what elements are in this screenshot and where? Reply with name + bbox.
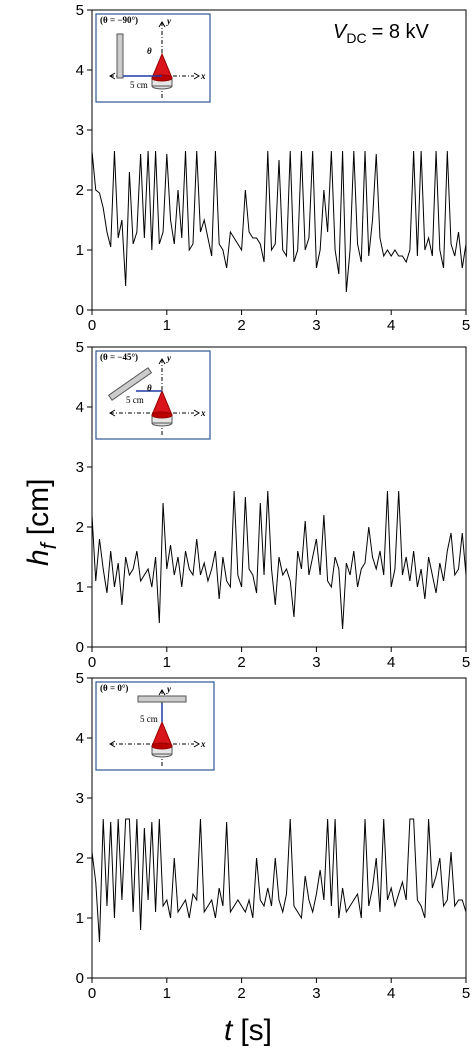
x-tick-label: 2 [237, 654, 245, 671]
x-tick-label: 5 [462, 317, 470, 334]
y-tick-label: 0 [76, 302, 84, 319]
y-tick-label: 5 [76, 670, 84, 687]
x-tick-label: 5 [462, 654, 470, 671]
y-tick-label: 0 [76, 970, 84, 987]
inset-cone-base [151, 411, 173, 419]
y-tick-label: 3 [76, 459, 84, 476]
x-tick-label: 5 [462, 985, 470, 1002]
inset-angle: θ [147, 383, 152, 393]
x-tick-label: 4 [387, 654, 395, 671]
x-tick-label: 4 [387, 317, 395, 334]
y-tick-label: 4 [76, 399, 84, 416]
plot-frame [91, 677, 467, 979]
y-tick-label: 4 [76, 730, 84, 747]
plot-frame [91, 9, 467, 311]
annotation-symbol: V [333, 21, 348, 43]
y-tick-label: 2 [76, 850, 84, 867]
y-tick-label: 2 [76, 519, 84, 536]
x-tick-label: 0 [88, 654, 96, 671]
annotation-subscript: DC [346, 30, 366, 46]
inset-title: (θ = 0°) [100, 683, 128, 693]
annotation-text: = 8 kV [372, 21, 430, 43]
inset-y-label: y [166, 16, 172, 26]
x-label-unit: [s] [240, 1014, 272, 1047]
y-tick-label: 4 [76, 62, 84, 79]
inset-arrow [109, 409, 200, 417]
inset-plate [107, 367, 153, 401]
data-line [91, 490, 467, 630]
inset-distance-label: 5 cm [130, 80, 148, 90]
y-tick-label: 1 [76, 242, 84, 259]
x-tick-label: 3 [312, 317, 320, 334]
x-tick-label: 1 [163, 985, 171, 1002]
y-tick-label: 3 [76, 790, 84, 807]
inset-angle: θ [147, 46, 152, 56]
inset-x-label: x [200, 71, 206, 81]
inset-arrow [109, 72, 200, 80]
data-line [91, 150, 467, 293]
inset-arrow [158, 21, 166, 28]
inset-y-label: y [166, 353, 172, 363]
x-tick-label: 0 [88, 985, 96, 1002]
inset-x-label: x [200, 739, 206, 749]
x-label-symbol: t [224, 1014, 234, 1047]
y-tick-label: 2 [76, 182, 84, 199]
inset-distance-label: 5 cm [140, 714, 158, 724]
inset-plate [137, 695, 187, 703]
inset-cone-base [151, 742, 173, 750]
inset-title: (θ = −90°) [100, 15, 138, 25]
y-tick-label: 0 [76, 639, 84, 656]
inset-y-label: y [166, 684, 172, 694]
inset-title: (θ = −45°) [100, 352, 138, 362]
x-axis-label: t [s] [224, 1014, 272, 1047]
annotation: VDC = 8 kV [333, 21, 429, 46]
y-tick-label: 3 [76, 122, 84, 139]
plot-frame [91, 346, 467, 648]
x-tick-label: 3 [312, 985, 320, 1002]
x-tick-label: 2 [237, 985, 245, 1002]
inset-x-label: x [200, 408, 206, 418]
x-tick-label: 2 [237, 317, 245, 334]
x-tick-label: 4 [387, 985, 395, 1002]
y-tick-label: 5 [76, 2, 84, 19]
y-label-unit: [cm] [22, 479, 55, 536]
y-tick-label: 5 [76, 339, 84, 356]
x-tick-label: 3 [312, 654, 320, 671]
y-axis-label: hf [cm] [22, 479, 61, 566]
x-tick-label: 1 [163, 317, 171, 334]
y-tick-label: 1 [76, 910, 84, 927]
inset-frame [95, 13, 211, 103]
inset-arrow [109, 740, 200, 748]
y-label-subscript: f [36, 540, 61, 549]
y-tick-label: 1 [76, 579, 84, 596]
inset-arrow [158, 358, 166, 365]
y-label-symbol: h [22, 549, 55, 566]
inset-distance-label: 5 cm [126, 395, 144, 405]
data-line [91, 818, 467, 943]
x-tick-label: 0 [88, 317, 96, 334]
inset-plate [116, 33, 124, 79]
inset-arrow [158, 689, 166, 696]
x-tick-label: 1 [163, 654, 171, 671]
